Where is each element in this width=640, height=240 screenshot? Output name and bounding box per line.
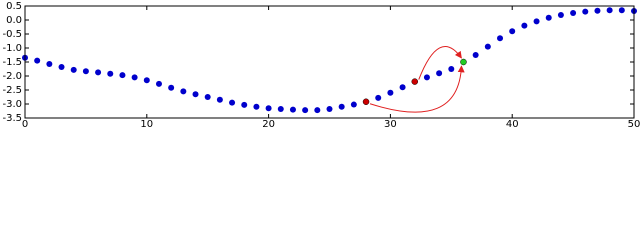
y-tick-label: -3.0 (2, 99, 22, 110)
x-tick-label: 30 (384, 119, 397, 129)
plot-frame (24, 5, 635, 119)
point (362, 98, 370, 106)
page: {"chart_data": {"type": "scatter", "x": … (2, 1, 640, 129)
point (253, 103, 260, 110)
y-tick-label: -1.5 (2, 57, 22, 68)
point (34, 57, 41, 64)
point (570, 10, 577, 16)
point (484, 43, 491, 50)
point (545, 14, 552, 21)
point (70, 66, 77, 73)
y-tick-label: 0.0 (6, 15, 22, 26)
point (618, 7, 625, 14)
point (265, 105, 272, 112)
point (119, 72, 126, 79)
point (143, 77, 150, 84)
point (277, 106, 284, 113)
point (497, 35, 504, 42)
point (521, 22, 528, 29)
x-tick-label: 0 (22, 119, 28, 129)
x-tick-label: 10 (140, 119, 153, 129)
point (448, 66, 455, 72)
point (582, 8, 589, 15)
arrow (369, 65, 465, 113)
x-tick-label: 50 (628, 119, 640, 129)
point (58, 64, 65, 71)
point (423, 74, 430, 81)
y-tick-label: -2.0 (2, 71, 22, 82)
point (472, 52, 479, 58)
y-tick-label: 0.5 (6, 1, 22, 12)
point (204, 94, 211, 100)
point (436, 70, 443, 77)
point (533, 18, 540, 25)
point (192, 91, 199, 98)
y-tick-label: -2.5 (2, 85, 22, 96)
point (82, 68, 89, 75)
chart: 0.5 0.0 -0.5 -1.0 -1.5 -2.0 -2.5 -3.0 -3.50 10 20 3… (2, 1, 640, 129)
point (229, 99, 236, 106)
point (107, 70, 114, 77)
point (180, 88, 187, 95)
point (338, 103, 345, 110)
point (302, 107, 309, 114)
point (289, 106, 296, 113)
point (557, 11, 564, 18)
point (460, 58, 467, 66)
point (387, 89, 394, 96)
arrow (418, 46, 462, 80)
point (241, 101, 248, 108)
x-tick-label: 20 (262, 119, 275, 129)
point (168, 84, 175, 91)
x-tick-label: 40 (506, 119, 519, 129)
y-tick-label: -3.5 (2, 113, 22, 124)
point (216, 96, 223, 103)
point (375, 94, 382, 101)
point (350, 101, 357, 108)
point (594, 7, 601, 14)
y-tick-label: -0.5 (2, 29, 22, 40)
y-tick-label: -1.0 (2, 43, 22, 54)
point (46, 60, 53, 67)
point (155, 80, 162, 87)
point (411, 78, 419, 85)
point (131, 74, 138, 81)
point (606, 7, 613, 14)
point (314, 107, 321, 114)
point (399, 84, 406, 91)
point (326, 106, 333, 113)
point (509, 28, 516, 35)
point (95, 69, 102, 76)
